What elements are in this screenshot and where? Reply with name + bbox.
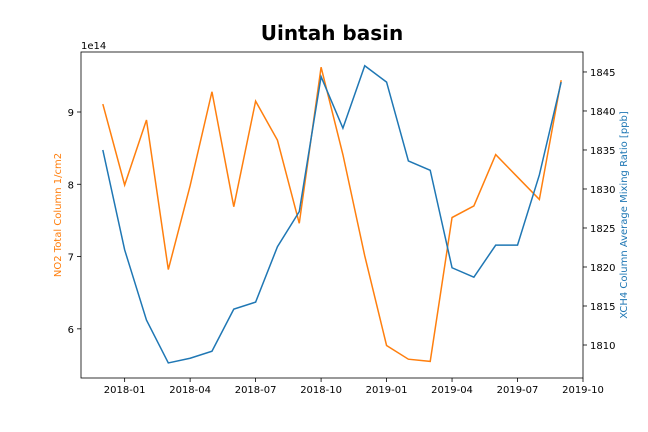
x-tick-label: 2019-07 <box>497 385 539 396</box>
y-tick-label: 7 <box>68 253 74 264</box>
x-tick-label: 2019-04 <box>431 385 473 396</box>
y2-tick-label: 1840 <box>590 107 615 118</box>
y-tick-label: 6 <box>68 325 74 336</box>
y-tick-label: 9 <box>68 108 74 119</box>
y-offset-label: 1e14 <box>81 41 106 52</box>
x-tick-label: 2018-04 <box>169 385 211 396</box>
x-tick-label: 2019-10 <box>562 385 604 396</box>
plot-frame <box>80 51 584 379</box>
x-tick-label: 2018-07 <box>235 385 277 396</box>
y2-tick-label: 1820 <box>590 263 615 274</box>
y2-tick-label: 1835 <box>590 146 615 157</box>
y-tick-label: 8 <box>68 180 74 191</box>
y2-axis-label: XCH4 Column Average Mixing Ratio [ppb] <box>619 111 630 319</box>
y2-tick-label: 1815 <box>590 302 615 313</box>
x-tick-label: 2018-10 <box>300 385 342 396</box>
y-axis-label: NO2 Total Column 1/cm2 <box>53 153 64 277</box>
series-line <box>102 64 562 364</box>
y2-tick-label: 1810 <box>590 341 615 352</box>
series-line <box>102 66 562 363</box>
x-tick-label: 2019-01 <box>366 385 408 396</box>
y2-tick-label: 1825 <box>590 224 615 235</box>
x-tick-label: 2018-01 <box>104 385 146 396</box>
chart-title: Uintah basin <box>261 21 403 45</box>
y2-tick-label: 1845 <box>590 68 615 79</box>
y2-tick-label: 1830 <box>590 185 615 196</box>
